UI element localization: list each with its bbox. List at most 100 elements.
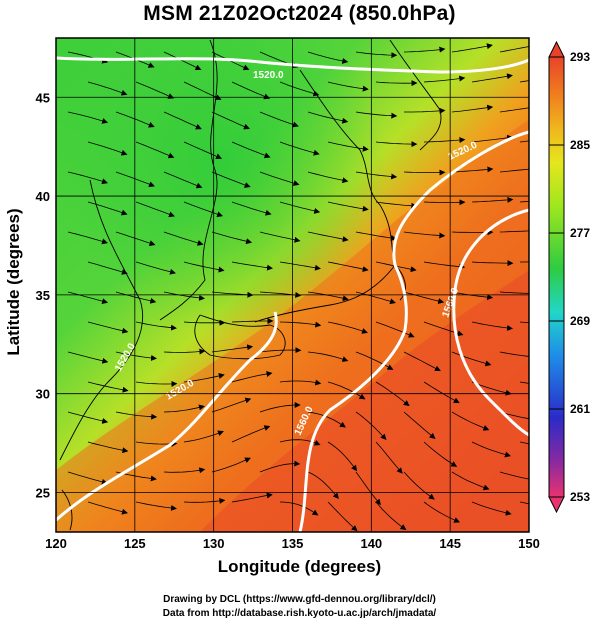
y-tick-labels: 25 30 35 40 45 (36, 90, 50, 500)
streamline (163, 291, 205, 301)
streamline (87, 501, 128, 515)
streamline (211, 111, 250, 130)
streamline (327, 261, 369, 273)
streamline (423, 199, 466, 206)
streamline (451, 411, 490, 431)
streamline (231, 492, 273, 503)
streamline (327, 381, 366, 400)
streamline (307, 111, 349, 124)
y-tick-label: 40 (36, 189, 50, 204)
streamline (327, 141, 369, 152)
streamline (231, 201, 272, 216)
streamline (451, 166, 494, 173)
streamline (403, 169, 446, 176)
colorbar-labels: 293 285 277 269 261 253 (570, 50, 590, 504)
streamline (163, 51, 202, 70)
x-tick-label: 140 (360, 536, 382, 551)
streamline (403, 46, 446, 53)
map-frame (55, 37, 530, 533)
streamline (67, 291, 109, 305)
streamline (183, 497, 226, 504)
streamline (519, 381, 529, 384)
streamline (519, 80, 529, 83)
streamline (135, 501, 177, 511)
streamline (307, 171, 349, 184)
streamline (519, 200, 529, 203)
streamline (423, 261, 466, 270)
streamline (67, 171, 108, 185)
streamline (327, 501, 358, 532)
streamline (519, 140, 529, 143)
streamline (423, 137, 466, 144)
streamline (87, 141, 128, 156)
streamline (307, 411, 346, 428)
streamline (67, 471, 108, 485)
streamline (423, 441, 458, 467)
streamline (519, 441, 529, 445)
streamline (403, 411, 436, 439)
colorbar-label: 253 (570, 490, 590, 504)
streamline (231, 81, 271, 100)
streamline (68, 531, 70, 532)
streamline (259, 402, 301, 413)
streamline (135, 380, 178, 387)
streamline (163, 231, 204, 246)
streamline (183, 430, 224, 443)
credit-data-source: Data from http://database.rish.kyoto-u.a… (162, 608, 437, 619)
streamline (259, 171, 300, 186)
colorbar-label: 285 (570, 138, 590, 152)
streamline (279, 201, 321, 214)
streamline (115, 411, 158, 420)
streamline (279, 321, 322, 328)
streamline (87, 321, 129, 334)
y-tick-label: 45 (36, 90, 50, 105)
colorbar-label: 277 (570, 226, 590, 240)
y-tick-label: 30 (36, 387, 50, 402)
streamline (67, 411, 109, 424)
x-tick-label: 145 (439, 536, 461, 551)
streamline (67, 231, 108, 245)
streamline (183, 319, 226, 326)
streamline (471, 321, 513, 331)
streamline (327, 321, 368, 334)
streamline (135, 321, 177, 331)
streamline (471, 73, 513, 83)
streamline (327, 441, 358, 472)
colorbar-max-arrow (548, 40, 565, 58)
streamline (355, 111, 398, 119)
streamline (499, 291, 529, 294)
streamline (115, 231, 156, 247)
streamline (307, 231, 349, 243)
streamline (115, 291, 157, 304)
credit-drawing: Drawing by DCL (https://www.gfd-dennou.o… (163, 594, 436, 605)
streamline (135, 81, 175, 99)
y-tick-label: 35 (36, 288, 50, 303)
streamline (163, 404, 205, 413)
colorbar-min-arrow (548, 496, 565, 514)
streamline (211, 171, 251, 188)
streamline (355, 171, 398, 180)
streamline (307, 471, 339, 499)
streamline (183, 201, 224, 218)
streamline (279, 501, 319, 516)
x-tick-label: 120 (45, 536, 67, 551)
streamline (87, 81, 128, 96)
streamline (279, 141, 320, 156)
colorbar-label: 269 (570, 314, 590, 328)
streamline (471, 501, 512, 516)
streamline (519, 321, 529, 324)
streamline (307, 351, 349, 362)
streamline (355, 471, 381, 506)
x-tick-label: 150 (518, 536, 540, 551)
streamline (375, 381, 410, 407)
x-axis-label: Longitude (degrees) (217, 557, 382, 576)
streamline (403, 351, 441, 372)
streamline (307, 51, 349, 64)
streamline (115, 351, 157, 361)
streamline (499, 351, 529, 357)
streamline (375, 80, 418, 87)
streamline (499, 471, 529, 480)
streamline (355, 291, 396, 305)
height-contours (56, 56, 529, 532)
